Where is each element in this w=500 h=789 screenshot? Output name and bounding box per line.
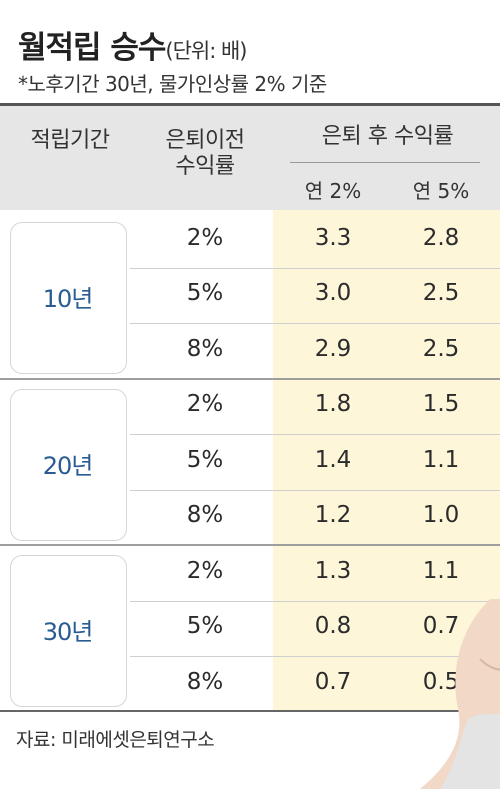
post-5-multiplier-cell: 2.8 (422, 224, 460, 251)
pre-retirement-rate-cell: 5% (186, 280, 224, 307)
group-separator (0, 544, 500, 546)
chart-title-block: 월적립 승수(단위: 배) (18, 22, 248, 67)
unit-label: (단위: 배) (165, 39, 247, 63)
pre-retirement-rate-cell: 8% (186, 668, 224, 695)
pre-retirement-rate-cell: 2% (186, 557, 224, 584)
pre-retirement-rate-cell: 2% (186, 391, 224, 418)
header-pre-line2: 수익률 (175, 154, 235, 179)
header-post-2: 연 2% (304, 179, 362, 203)
row-separator (130, 434, 500, 435)
group-card (10, 555, 127, 707)
post-5-multiplier-cell: 1.1 (422, 446, 460, 473)
header-pre-line1: 은퇴이전 (165, 128, 245, 153)
top-rule (0, 103, 500, 106)
post-2-multiplier-cell: 1.8 (314, 391, 352, 418)
group-period-label: 30년 (42, 618, 94, 647)
header-post-5: 연 5% (412, 179, 470, 203)
bottom-rule (0, 710, 500, 712)
source-label: 자료: 미래에셋은퇴연구소 (16, 729, 215, 751)
post-5-multiplier-cell: 2.5 (422, 280, 460, 307)
post-5-multiplier-cell: 1.1 (422, 557, 460, 584)
post-2-multiplier-cell: 2.9 (314, 335, 352, 362)
post-5-multiplier-cell: 0.5 (422, 668, 460, 695)
post-2-multiplier-cell: 1.2 (314, 502, 352, 529)
pre-retirement-rate-cell: 2% (186, 224, 224, 251)
group-period-label: 10년 (42, 285, 94, 314)
post-2-multiplier-cell: 0.7 (314, 668, 352, 695)
group-separator (0, 377, 500, 380)
post-2-multiplier-cell: 1.4 (314, 446, 352, 473)
post-5-multiplier-cell: 1.5 (422, 391, 460, 418)
post-2-multiplier-cell: 0.8 (314, 613, 352, 640)
group-card (10, 222, 127, 374)
header-pre-retirement: 은퇴이전 수익률 (140, 128, 270, 180)
post-2-multiplier-cell: 3.0 (314, 280, 352, 307)
row-separator (130, 323, 500, 324)
row-separator (130, 600, 500, 602)
post-2-multiplier-cell: 1.3 (314, 557, 352, 584)
header-post-retirement: 은퇴 후 수익률 (321, 124, 454, 149)
pre-retirement-rate-cell: 5% (186, 613, 224, 640)
pre-retirement-rate-cell: 8% (186, 502, 224, 529)
group-card (10, 388, 127, 541)
header-band (0, 106, 500, 210)
chart-title: 월적립 승수 (18, 30, 166, 66)
post-5-multiplier-cell: 1.0 (422, 502, 460, 529)
post-2-multiplier-cell: 3.3 (314, 224, 352, 251)
group-period-label: 20년 (42, 451, 94, 480)
row-separator (130, 267, 500, 269)
header-separator (290, 162, 480, 163)
post-5-multiplier-cell: 0.7 (422, 613, 460, 640)
row-separator (130, 656, 500, 657)
header-period: 적립기간 (30, 128, 110, 153)
chart-note: *노후기간 30년, 물가인상률 2% 기준 (18, 72, 327, 96)
pre-retirement-rate-cell: 8% (186, 335, 224, 362)
post-5-multiplier-cell: 2.5 (422, 335, 460, 362)
pre-retirement-rate-cell: 5% (186, 446, 224, 473)
row-separator (130, 489, 500, 491)
